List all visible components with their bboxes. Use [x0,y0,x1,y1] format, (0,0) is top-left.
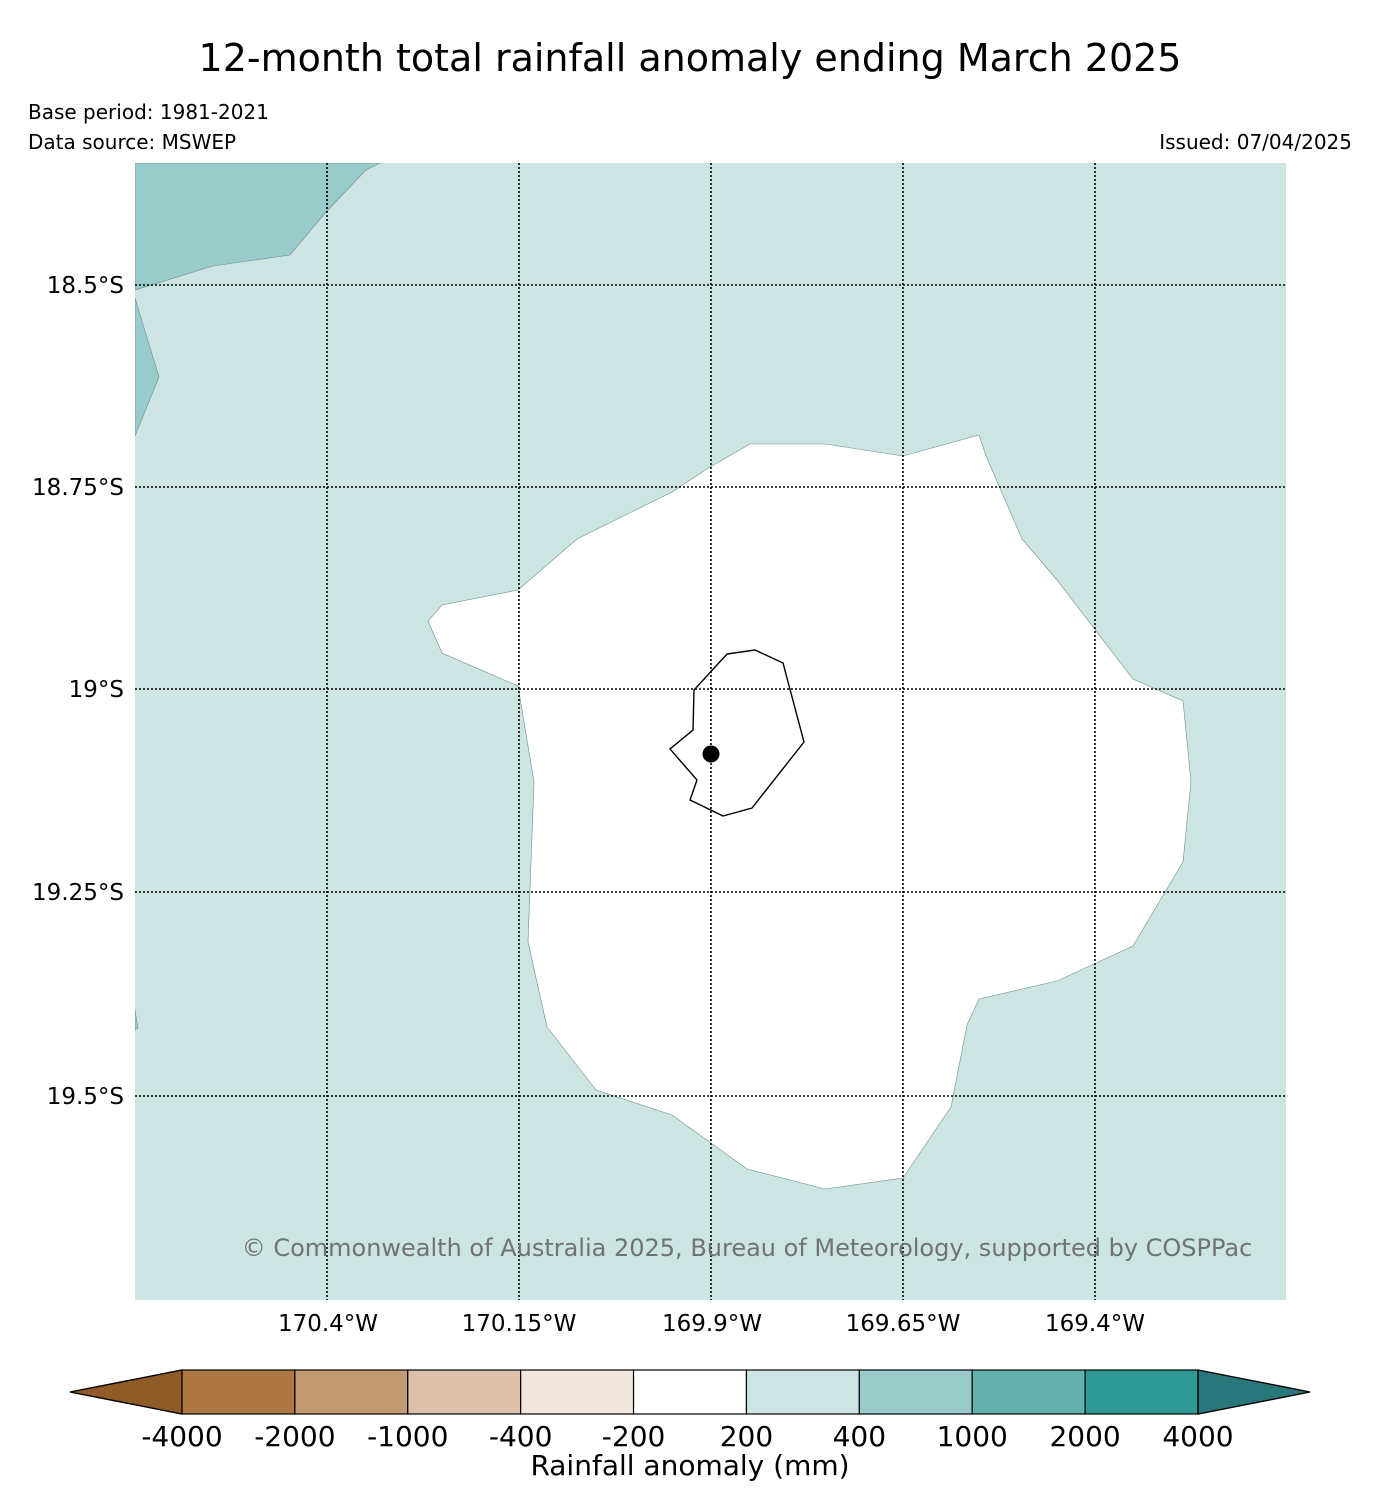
anomaly-region-400-1000-north [135,163,381,291]
latitude-label: 19.5°S [47,1084,124,1110]
latitude-label: 19.25°S [32,880,124,906]
colorbar-tick-label: -400 [489,1420,553,1453]
map-panel [135,163,1286,1300]
base-period-label: Base period: 1981-2021 [28,100,269,124]
colorbar-tick-label: 4000 [1162,1420,1233,1453]
latitude-label: 18.75°S [32,475,124,501]
colorbar-swatch [858,1369,973,1415]
anomaly-region-400-1000-west [135,297,160,437]
latitude-label: 18.5°S [47,273,124,299]
colorbar-title: Rainfall anomaly (mm) [530,1449,849,1482]
colorbar-tick-label: 200 [720,1420,773,1453]
colorbar-swatch [971,1369,1086,1415]
colorbar-extend-high [1197,1369,1311,1415]
longitude-label: 169.4°W [1045,1311,1145,1337]
colorbar-tick-label: -2000 [254,1420,335,1453]
longitude-label: 170.15°W [462,1311,577,1337]
data-source-label: Data source: MSWEP [28,130,237,154]
longitude-label: 170.4°W [278,1311,378,1337]
colorbar-swatch [745,1369,860,1415]
colorbar-tick-label: -200 [602,1420,666,1453]
colorbar-swatch [294,1369,409,1415]
colorbar-swatch [520,1369,635,1415]
colorbar-tick-label: 1000 [937,1420,1008,1453]
colorbar-tick-label: 400 [833,1420,886,1453]
station-marker [702,745,720,763]
colorbar-swatch [1084,1369,1199,1415]
colorbar-swatch [407,1369,522,1415]
map-title: 12-month total rainfall anomaly ending M… [198,36,1182,80]
anomaly-region-400-1000-southwest [135,1009,139,1031]
latitude-label: 19°S [69,677,124,703]
colorbar-tick-label: 2000 [1049,1420,1120,1453]
colorbar-tick-label: -4000 [141,1420,222,1453]
issued-date-label: Issued: 07/04/2025 [1159,130,1352,154]
colorbar-extend-low [69,1369,183,1415]
anomaly-region-neutral [427,434,1192,1190]
copyright-notice: © Commonwealth of Australia 2025, Bureau… [242,1234,1253,1262]
colorbar-swatch [181,1369,296,1415]
colorbar-swatch [632,1369,748,1415]
colorbar: -4000 -2000 -1000 -400 -200 200 400 1000 2000 400… [69,1369,1311,1453]
graticule [135,163,1286,1300]
colorbar-tick-label: -1000 [367,1420,448,1453]
longitude-label: 169.9°W [662,1311,762,1337]
latitude-labels: 18.5°S 18.75°S 19°S 19.25°S 19.5°S [32,273,124,1110]
island-outline [669,649,805,817]
longitude-label: 169.65°W [846,1311,961,1337]
longitude-labels: 170.4°W 170.15°W 169.9°W 169.65°W 169.4°W [278,1311,1145,1337]
